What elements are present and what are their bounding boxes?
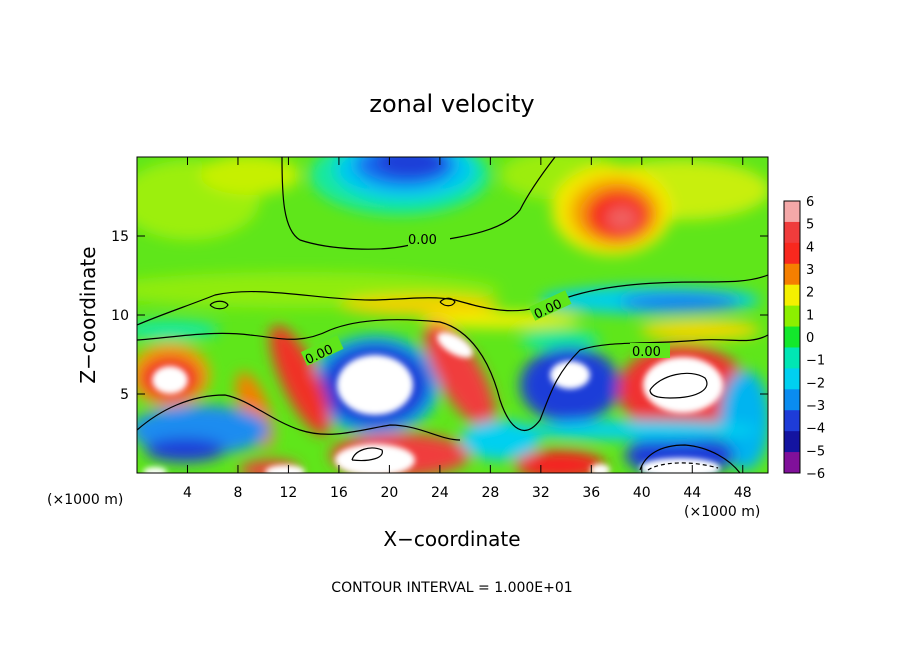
y-tick-label: 5 bbox=[120, 387, 129, 403]
colorbar-label: −5 bbox=[806, 444, 825, 459]
contour-label: 0.00 bbox=[632, 345, 661, 360]
colorbar-label: −4 bbox=[806, 422, 825, 437]
x-tick-label: 8 bbox=[233, 485, 242, 501]
x-tick-label: 40 bbox=[633, 485, 651, 501]
colorbar-label: 1 bbox=[806, 308, 814, 323]
x-unit-right: (×1000 m) bbox=[684, 504, 760, 520]
x-tick-label: 44 bbox=[683, 485, 701, 501]
x-axis: 4 8 12 16 20 24 28 32 36 40 44 48 bbox=[183, 157, 752, 501]
colorbar-swatch bbox=[784, 410, 800, 432]
colorbar-swatch bbox=[784, 452, 800, 474]
colorbar-frame bbox=[783, 200, 801, 474]
colorbar-swatch bbox=[784, 221, 800, 244]
colorbar-swatch bbox=[784, 305, 800, 328]
x-tick-label: 24 bbox=[431, 485, 449, 501]
contour-label: 0.00 bbox=[408, 233, 437, 248]
colorbar-label: 6 bbox=[806, 195, 814, 210]
x-tick-label: 28 bbox=[481, 485, 499, 501]
y-axis-label: Z−coordinate bbox=[76, 246, 100, 383]
colorbar-swatch bbox=[784, 284, 800, 307]
colorbar-swatch bbox=[784, 263, 800, 286]
colorbar-swatch bbox=[784, 242, 800, 265]
y-axis: 5 10 15 bbox=[111, 229, 768, 403]
colorbar-swatch bbox=[784, 368, 800, 390]
colorbar: 6 5 4 3 2 1 0 −1 −2 −3 −4 −5 −6 bbox=[783, 195, 825, 482]
colorbar-label: −2 bbox=[806, 376, 825, 391]
colorbar-label: 5 bbox=[806, 218, 814, 233]
colorbar-swatch bbox=[784, 326, 800, 348]
colorbar-label: −3 bbox=[806, 399, 825, 414]
colorbar-label: 2 bbox=[806, 286, 814, 301]
colorbar-label: −6 bbox=[806, 467, 825, 482]
y-tick-label: 10 bbox=[111, 308, 129, 324]
colorbar-label: 3 bbox=[806, 263, 814, 278]
chart-title: zonal velocity bbox=[369, 90, 534, 118]
y-tick-label: 15 bbox=[111, 229, 129, 245]
colorbar-swatch bbox=[784, 431, 800, 453]
contour-interval-note: CONTOUR INTERVAL = 1.000E+01 bbox=[331, 580, 572, 596]
colorbar-label: 0 bbox=[806, 331, 814, 346]
x-tick-label: 36 bbox=[582, 485, 600, 501]
x-tick-label: 16 bbox=[330, 485, 348, 501]
x-tick-label: 12 bbox=[280, 485, 298, 501]
colorbar-swatch bbox=[784, 201, 800, 223]
velocity-field bbox=[137, 157, 768, 473]
colorbar-swatch bbox=[784, 347, 800, 369]
colorbar-swatch bbox=[784, 389, 800, 411]
x-tick-label: 48 bbox=[734, 485, 752, 501]
x-axis-label: X−coordinate bbox=[383, 527, 520, 551]
colorbar-label: 4 bbox=[806, 240, 814, 255]
x-tick-label: 4 bbox=[183, 485, 192, 501]
x-tick-label: 20 bbox=[380, 485, 398, 501]
colorbar-label: −1 bbox=[806, 354, 825, 369]
x-unit-left: (×1000 m) bbox=[47, 492, 123, 508]
x-tick-label: 32 bbox=[532, 485, 550, 501]
